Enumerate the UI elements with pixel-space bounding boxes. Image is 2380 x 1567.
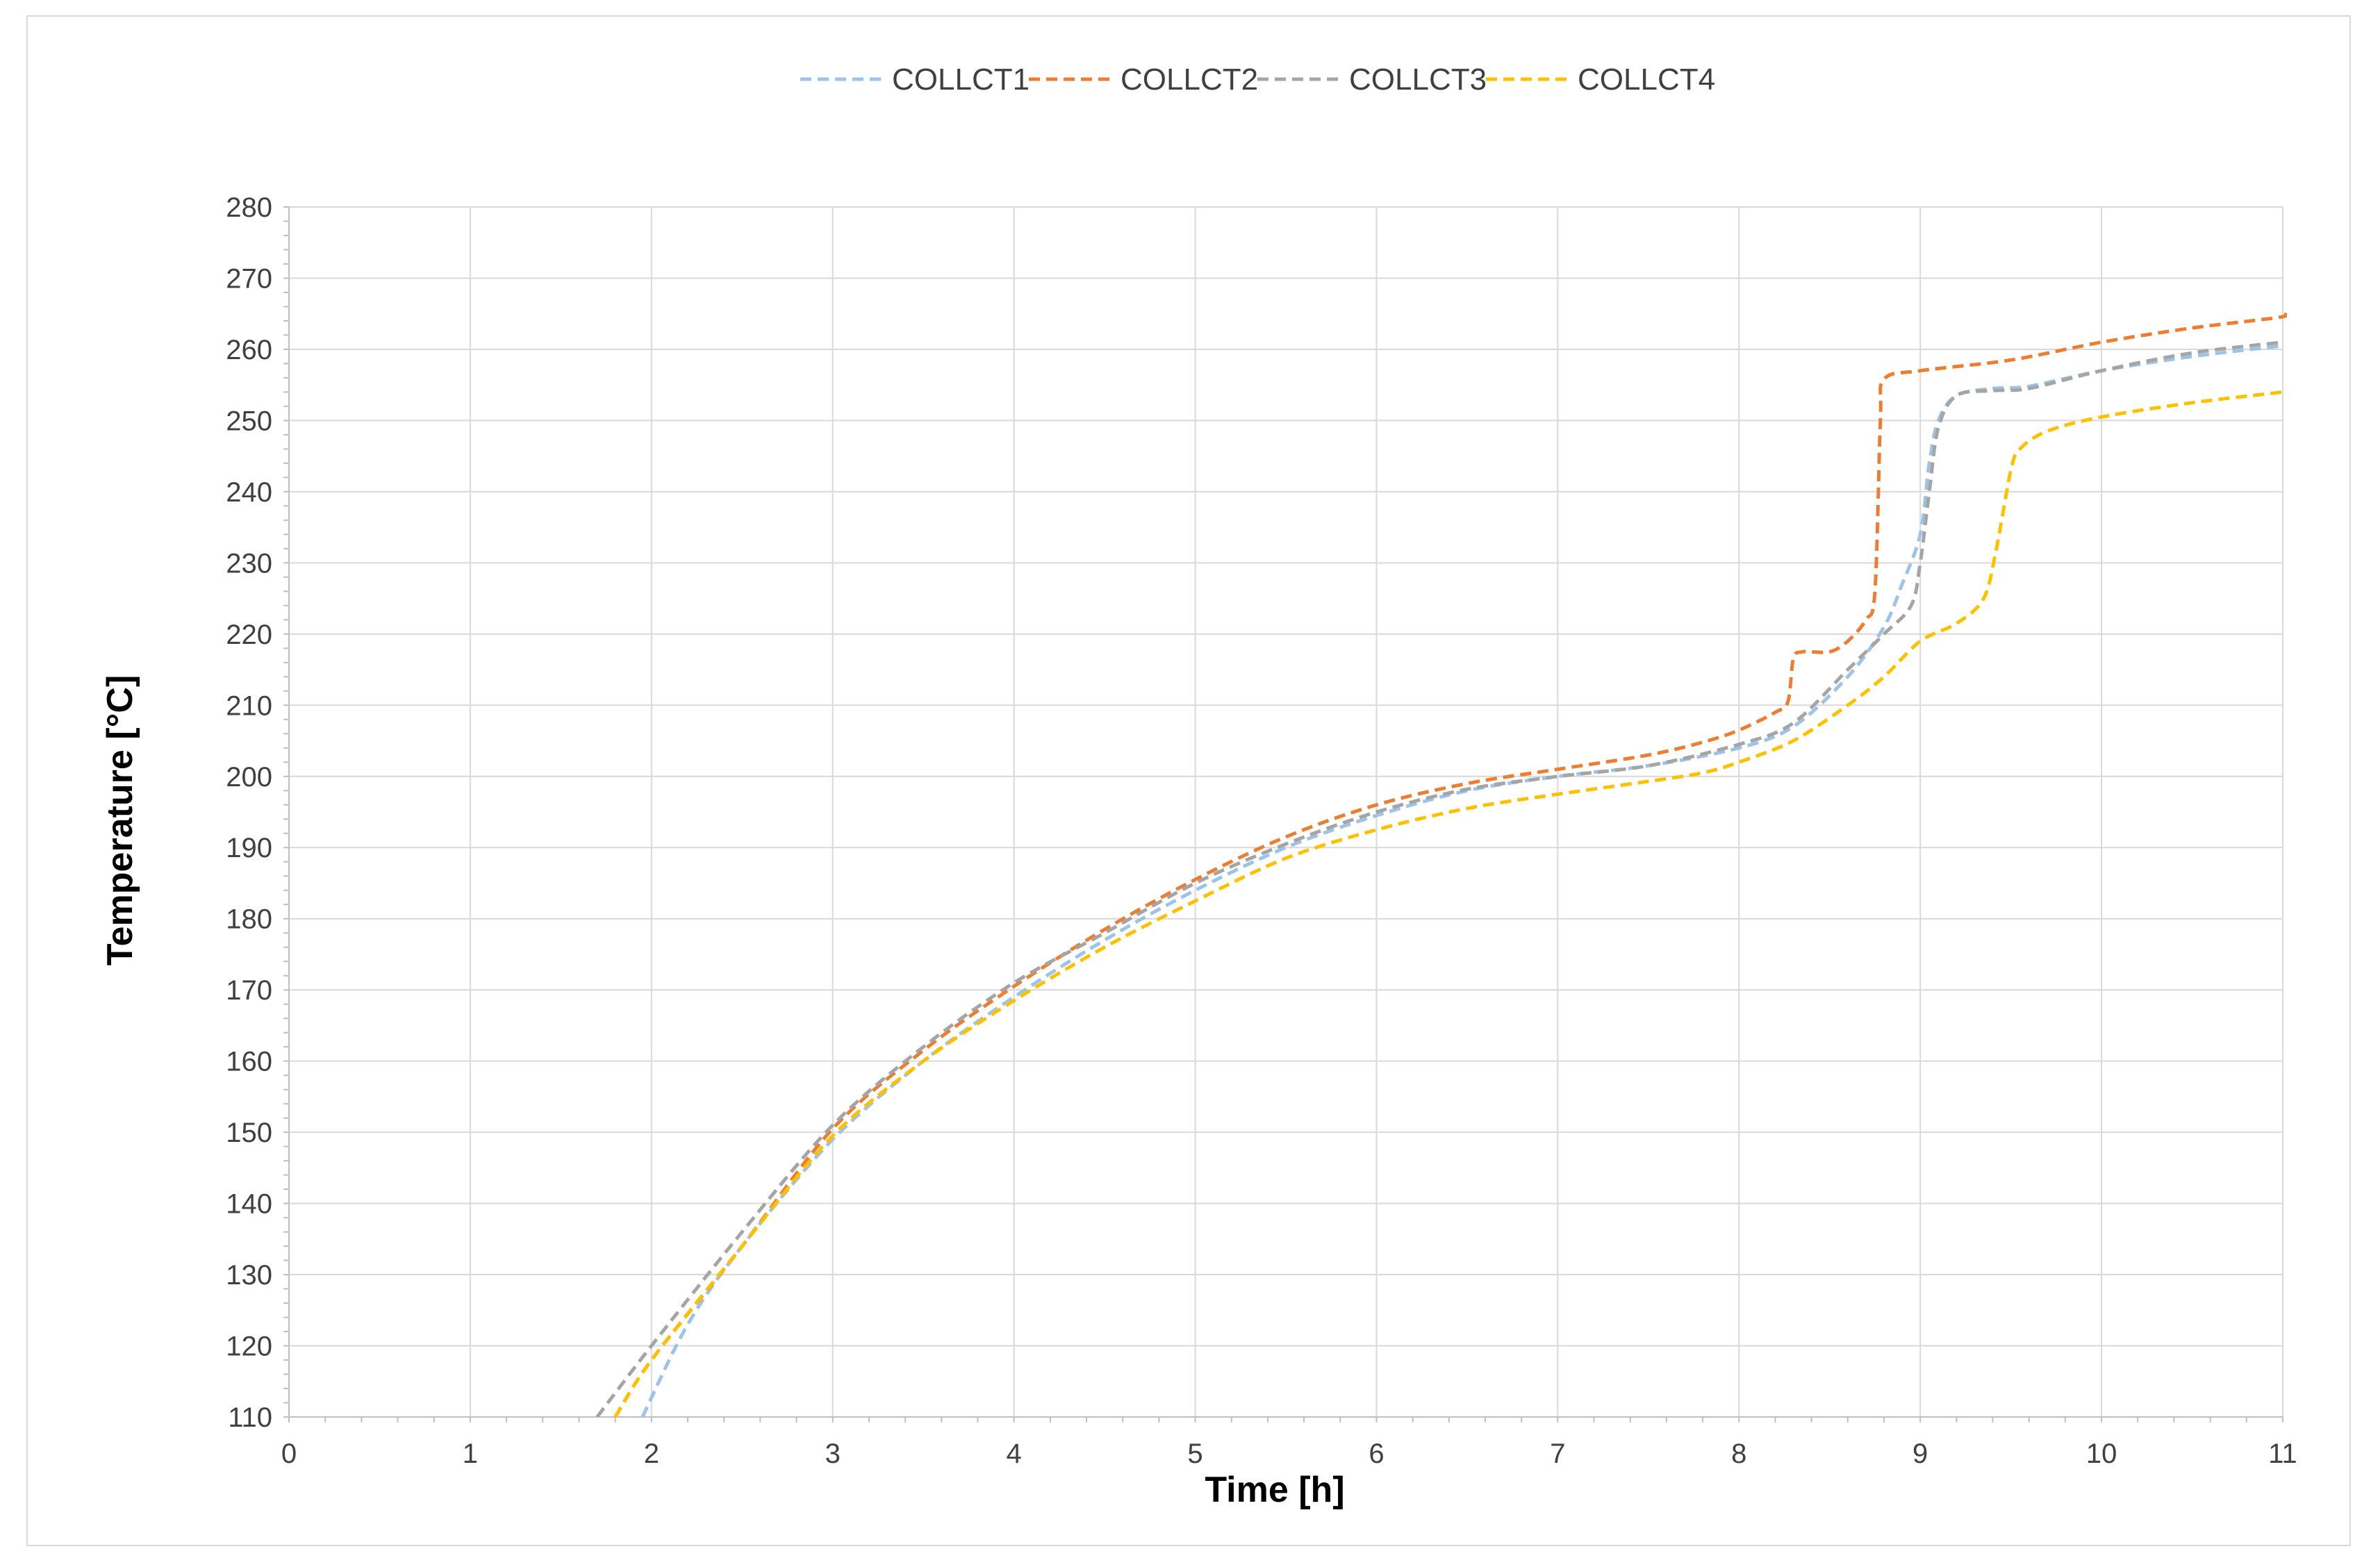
y-tick-label: 270 xyxy=(226,263,272,294)
x-tick-label: 3 xyxy=(825,1439,841,1469)
y-tick-label: 140 xyxy=(226,1189,272,1220)
axes: 1101201301401501601701801902002102202302… xyxy=(226,192,2297,1469)
y-tick-label: 240 xyxy=(226,477,272,508)
y-tick-label: 120 xyxy=(226,1332,272,1362)
legend-label-collct1: COLLCT1 xyxy=(892,63,1030,97)
y-tick-label: 280 xyxy=(226,192,272,223)
legend-item-collct2: COLLCT2 xyxy=(1029,63,1258,97)
x-tick-label: 1 xyxy=(463,1439,478,1469)
y-tick-label: 150 xyxy=(226,1118,272,1148)
x-tick-label: 0 xyxy=(281,1439,297,1469)
y-tick-label: 230 xyxy=(226,548,272,579)
series-lines xyxy=(595,312,2287,1417)
y-axis-title: Temperature [°C] xyxy=(100,675,140,966)
x-tick-label: 6 xyxy=(1369,1439,1384,1469)
y-tick-label: 260 xyxy=(226,335,272,365)
legend-label-collct4: COLLCT4 xyxy=(1578,63,1715,97)
x-tick-label: 10 xyxy=(2086,1439,2117,1469)
y-tick-label: 220 xyxy=(226,620,272,650)
line-chart: 1101201301401501601701801902002102202302… xyxy=(100,63,2297,1510)
y-tick-label: 110 xyxy=(228,1402,272,1433)
x-tick-label: 7 xyxy=(1550,1439,1565,1469)
series-line-collct3 xyxy=(595,340,2283,1417)
x-tick-label: 8 xyxy=(1731,1439,1746,1469)
x-tick-label: 9 xyxy=(1912,1439,1928,1469)
series-line-collct1 xyxy=(641,344,2283,1417)
x-tick-label: 5 xyxy=(1187,1439,1203,1469)
chart-frame: 110 120 130 140 150 160 170 180 190 200 210 220 230 2… xyxy=(26,15,2351,1546)
x-axis-title: Time [h] xyxy=(1205,1470,1344,1510)
x-tick-label: 4 xyxy=(1007,1439,1022,1469)
y-tick-label: 180 xyxy=(226,904,272,935)
legend-label-collct3: COLLCT3 xyxy=(1349,63,1487,97)
legend-item-collct4: COLLCT4 xyxy=(1486,63,1715,97)
y-tick-label: 210 xyxy=(226,690,272,721)
series-line-collct2 xyxy=(613,312,2287,1417)
legend-item-collct3: COLLCT3 xyxy=(1257,63,1487,97)
legend: COLLCT1 COLLCT2 COLLCT3 COLLCT4 xyxy=(800,63,1715,97)
y-tick-label: 190 xyxy=(226,833,272,863)
legend-label-collct2: COLLCT2 xyxy=(1121,63,1258,97)
y-tick-label: 130 xyxy=(226,1260,272,1291)
y-tick-label: 250 xyxy=(226,406,272,436)
x-tick-label: 11 xyxy=(2268,1439,2297,1469)
legend-item-collct1: COLLCT1 xyxy=(800,63,1030,97)
y-tick-label: 170 xyxy=(226,975,272,1006)
y-tick-label: 160 xyxy=(226,1047,272,1077)
y-tick-label: 200 xyxy=(226,762,272,793)
x-tick-label: 2 xyxy=(644,1439,659,1469)
series-line-collct4 xyxy=(613,390,2283,1417)
